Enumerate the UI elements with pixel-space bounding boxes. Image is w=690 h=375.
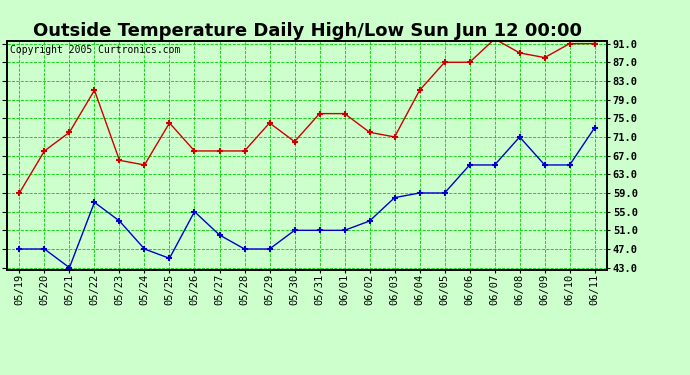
Text: Copyright 2005 Curtronics.com: Copyright 2005 Curtronics.com [10, 45, 180, 55]
Title: Outside Temperature Daily High/Low Sun Jun 12 00:00: Outside Temperature Daily High/Low Sun J… [32, 22, 582, 40]
